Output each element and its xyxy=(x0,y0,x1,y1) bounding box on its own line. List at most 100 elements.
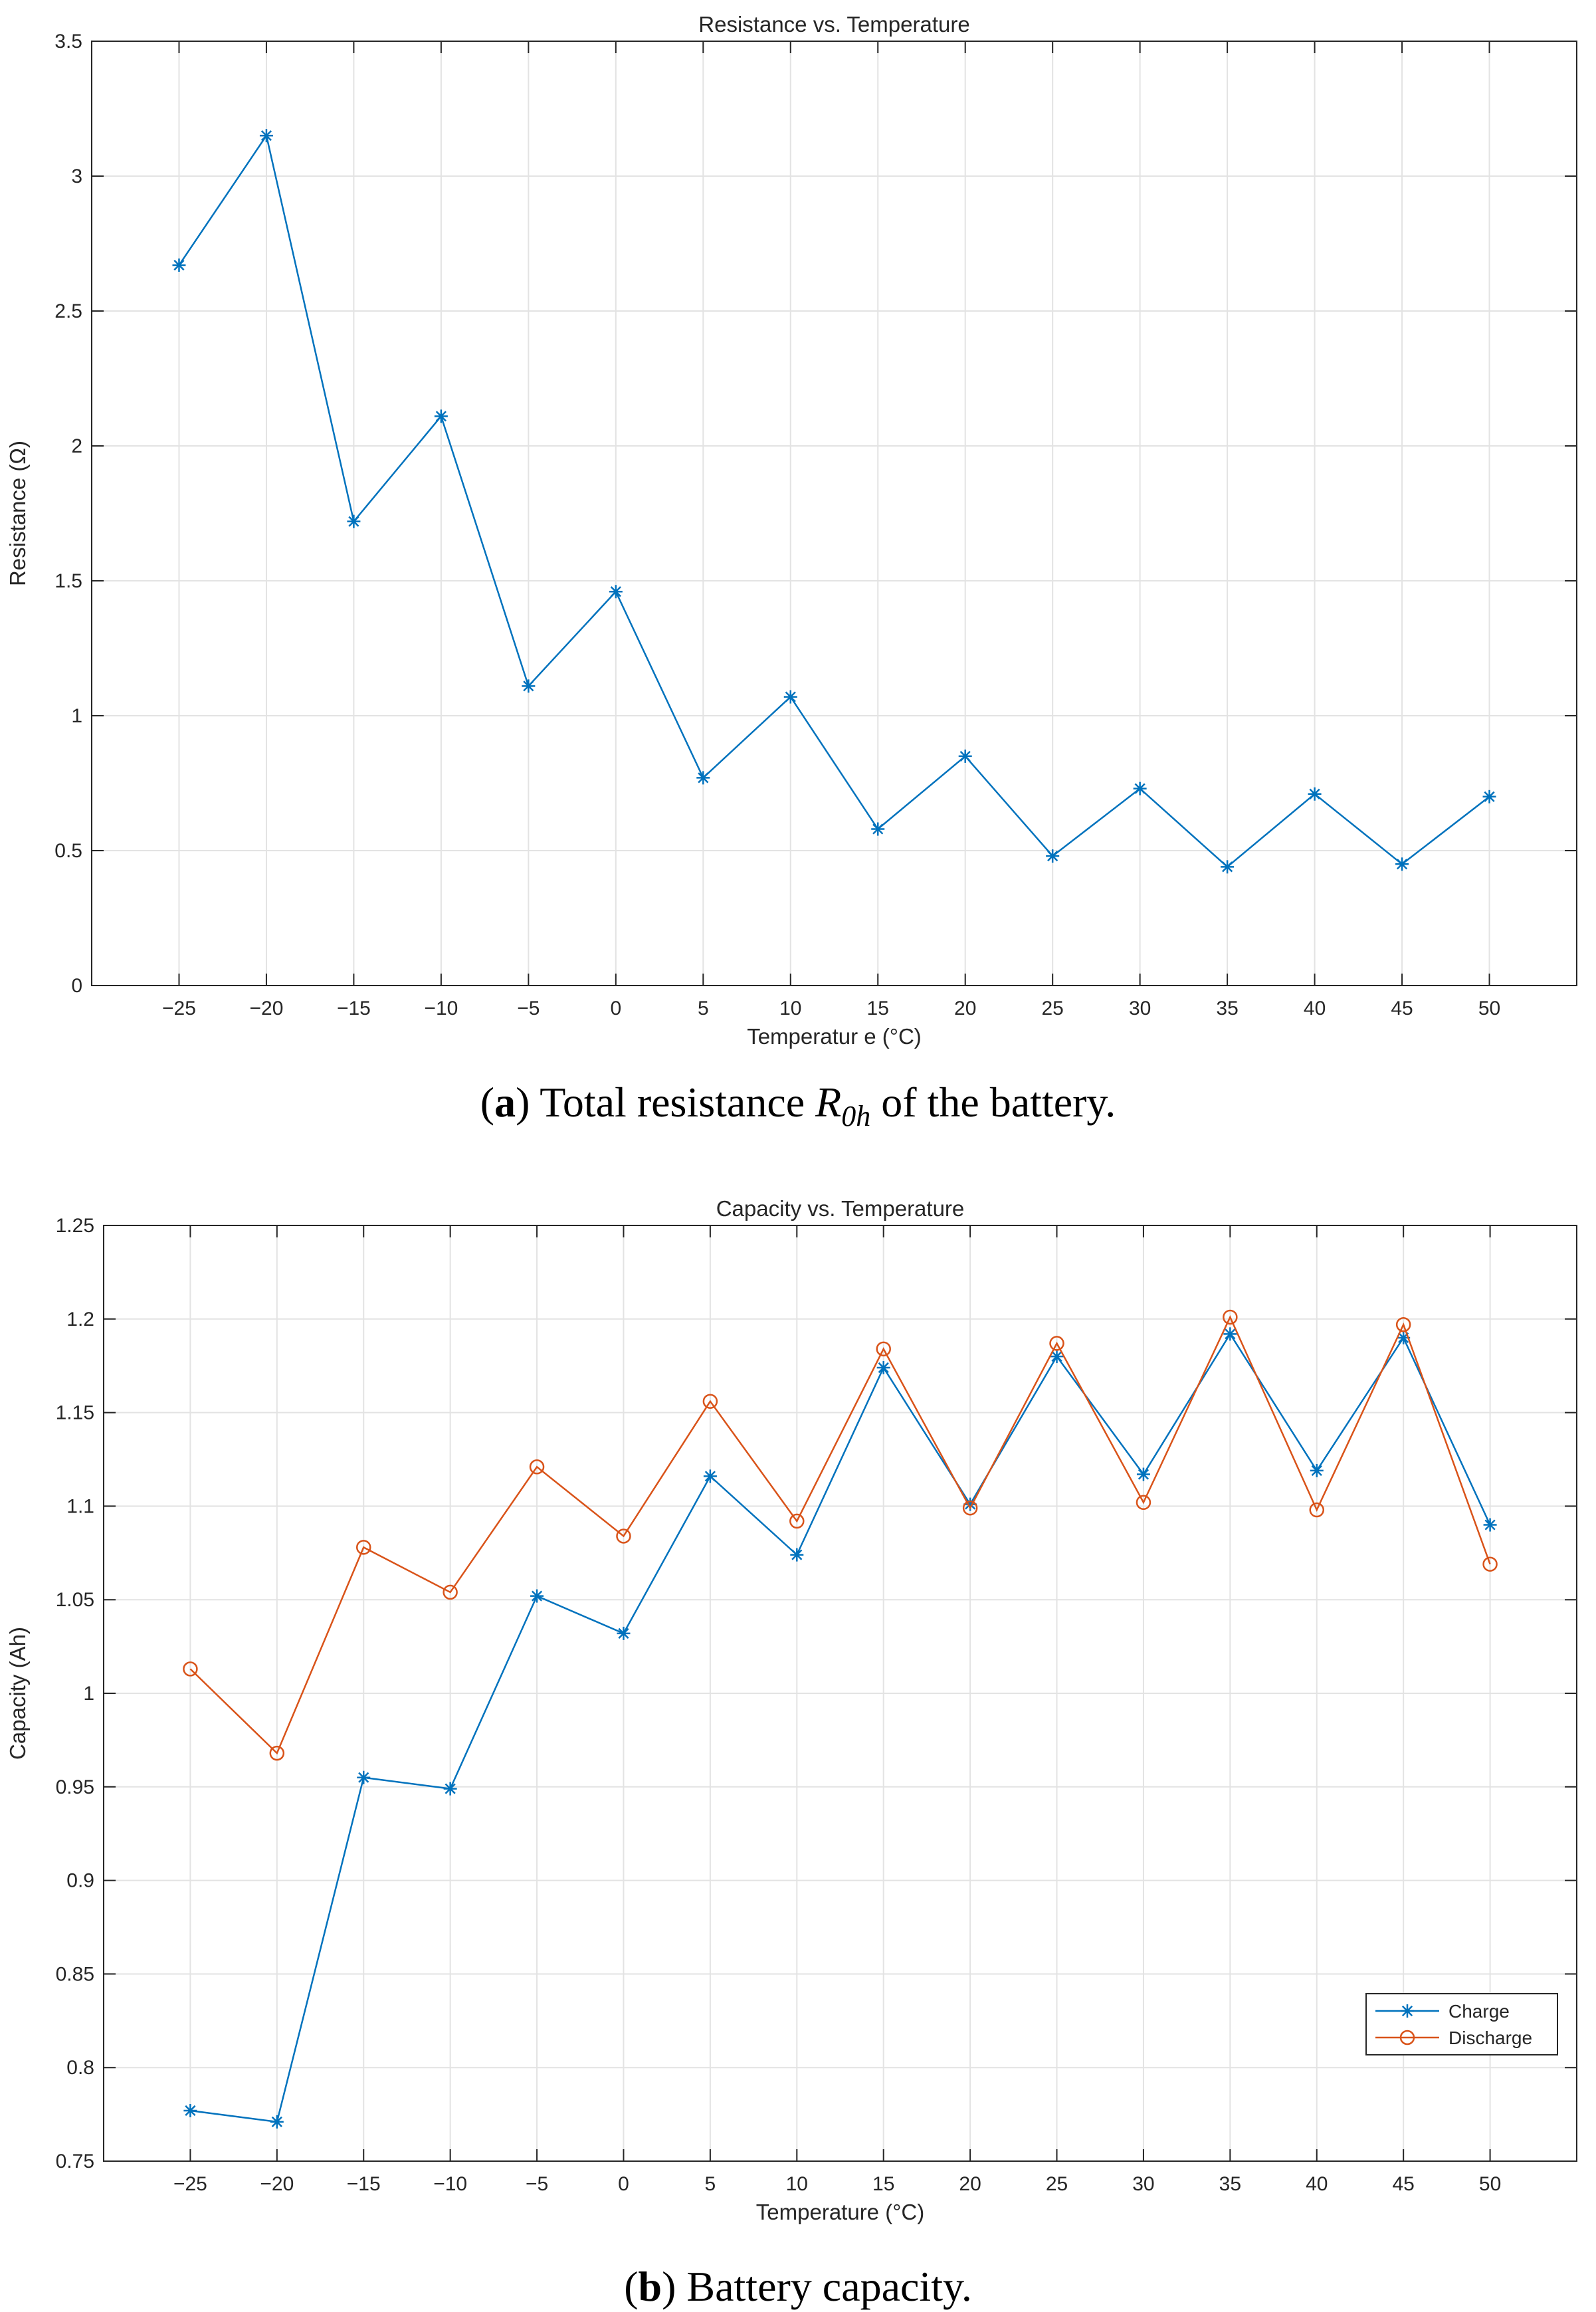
data-point xyxy=(876,1341,891,1357)
x-tick-label: 50 xyxy=(1478,998,1500,1019)
y-tick-label: 0.5 xyxy=(54,840,82,862)
y-axis-label: Resistance (Ω) xyxy=(5,441,30,586)
capacity-chart: Capacity vs. Temperature −25 −20 −15 −10 −5 0… xyxy=(5,1196,1577,2224)
data-point xyxy=(1221,860,1235,874)
x-tick-label: 10 xyxy=(786,2173,808,2195)
data-point xyxy=(1309,1502,1325,1518)
x-tick-label: −15 xyxy=(347,2173,381,2195)
x-tick-label: 20 xyxy=(954,998,976,1019)
data-point xyxy=(696,771,710,785)
data-point xyxy=(270,2115,284,2129)
data-point xyxy=(1223,1309,1238,1325)
x-tick-label: −25 xyxy=(162,998,196,1019)
data-point xyxy=(703,1469,717,1483)
x-tick-labels: −25 −20 −15 −10 −5 0 5 10 15 20 25 30 35 40 45 50 xyxy=(173,2173,1501,2195)
data-point xyxy=(1133,782,1147,795)
y-tick-label: 1.15 xyxy=(56,1402,94,1424)
resistance-chart: Resistance vs. Temperature −25 −20 −15 −10−… xyxy=(5,12,1577,1049)
legend-box xyxy=(1365,1993,1558,2055)
data-point xyxy=(1395,857,1409,871)
data-point xyxy=(958,749,972,763)
y-tick-label: 1.2 xyxy=(66,1309,94,1330)
x-tick-label: 15 xyxy=(872,2173,894,2195)
caption-a: (a) Total resistance R0h of the battery. xyxy=(480,1079,1116,1132)
x-tick-label: 45 xyxy=(1392,2173,1414,2195)
x-tick-label: 45 xyxy=(1391,998,1413,1019)
y-tick-label: 1.25 xyxy=(56,1215,94,1237)
x-axis-label: Temperatur e (°C) xyxy=(747,1024,922,1049)
data-point xyxy=(259,129,273,143)
legend-marker xyxy=(1399,2030,1415,2046)
data-point xyxy=(876,1361,890,1375)
data-point xyxy=(269,1745,285,1761)
data-point xyxy=(1223,1327,1237,1341)
data-point xyxy=(617,1626,631,1640)
chart-marks xyxy=(172,129,1496,874)
caption-a-text-after: of the battery. xyxy=(870,1079,1116,1126)
x-tick-label: 25 xyxy=(1046,2173,1068,2195)
data-point xyxy=(1136,1467,1150,1481)
y-tick-label: 0.95 xyxy=(56,1776,94,1798)
data-point xyxy=(357,1770,371,1784)
y-tick-label: 3.5 xyxy=(54,31,82,53)
legend-marker xyxy=(1401,2004,1414,2018)
y-tick-label: 1.5 xyxy=(54,570,82,592)
caption-b: (b) Battery capacity. xyxy=(624,2263,972,2310)
x-tick-label: 35 xyxy=(1216,998,1238,1019)
data-point xyxy=(443,1782,457,1796)
x-tick-label: 5 xyxy=(698,998,709,1019)
x-tick-label: −5 xyxy=(526,2173,548,2195)
data-point xyxy=(1136,1495,1151,1511)
y-tick-labels: 0.75 0.8 0.85 0.9 0.95 1 1.05 1.1 1.15 1.2 1.25 xyxy=(56,1215,94,2172)
data-point xyxy=(1308,787,1322,801)
y-tick-label: 0.85 xyxy=(56,1963,94,1985)
y-tick-label: 1 xyxy=(71,705,82,727)
data-point xyxy=(1050,1350,1064,1364)
legend-label: Charge xyxy=(1448,2001,1510,2022)
data-point xyxy=(529,1459,545,1475)
caption-a-math: R xyxy=(815,1079,841,1126)
caption-a-label: a xyxy=(494,1079,516,1126)
data-point xyxy=(1482,1556,1498,1572)
x-tick-label: 15 xyxy=(867,998,889,1019)
data-point xyxy=(172,258,186,272)
data-point xyxy=(1049,1336,1064,1351)
y-tick-label: 2 xyxy=(71,435,82,457)
x-tick-label: −20 xyxy=(260,2173,294,2195)
chart-title: Capacity vs. Temperature xyxy=(716,1196,965,1221)
x-tick-label: 10 xyxy=(779,998,801,1019)
data-point xyxy=(530,1589,544,1603)
data-point xyxy=(1483,1518,1497,1532)
x-tick-label: 20 xyxy=(959,2173,981,2195)
x-tick-label: 25 xyxy=(1041,998,1063,1019)
legend: Charge Discharge xyxy=(1365,1993,1558,2055)
x-tick-label: −20 xyxy=(249,998,283,1019)
y-tick-label: 1.05 xyxy=(56,1589,94,1611)
legend-label: Discharge xyxy=(1448,2028,1532,2048)
y-tick-label: 0.75 xyxy=(56,2151,94,2172)
y-tick-label: 0 xyxy=(71,975,82,997)
y-tick-label: 1.1 xyxy=(66,1495,94,1517)
y-tick-label: 3 xyxy=(71,165,82,187)
data-point xyxy=(355,1540,371,1555)
tick-marks xyxy=(92,41,1577,986)
y-tick-label: 0.8 xyxy=(66,2057,94,2079)
x-tick-label: 50 xyxy=(1479,2173,1501,2195)
caption-a-math-sub: 0h xyxy=(841,1100,870,1132)
data-point xyxy=(609,585,623,599)
y-tick-label: 2.5 xyxy=(54,300,82,322)
x-tick-label: −5 xyxy=(517,998,540,1019)
data-point xyxy=(962,1500,978,1516)
x-tick-label: −25 xyxy=(173,2173,207,2195)
y-tick-label: 1 xyxy=(83,1683,94,1705)
data-point xyxy=(1310,1463,1324,1477)
grid xyxy=(104,1225,1577,2162)
data-point xyxy=(1395,1316,1411,1332)
series-line xyxy=(190,1332,1491,2123)
caption-a-text: Total resistance xyxy=(530,1079,815,1126)
data-point xyxy=(783,690,797,704)
y-tick-label: 0.9 xyxy=(66,1870,94,1892)
x-tick-label: 30 xyxy=(1132,2173,1154,2195)
data-point xyxy=(702,1394,718,1409)
